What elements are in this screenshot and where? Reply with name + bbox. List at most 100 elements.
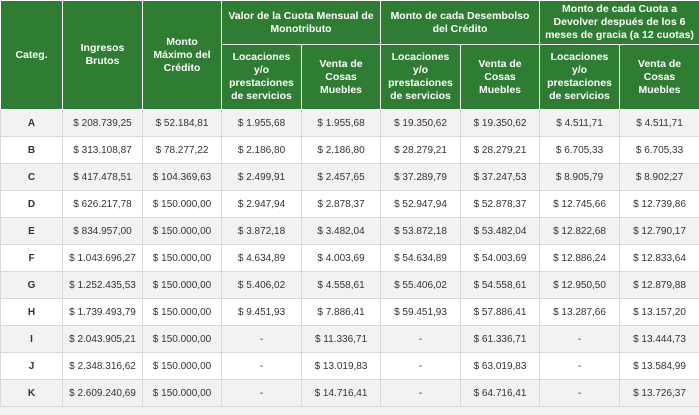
cuota-locaciones-cell: $ 9.451,93 [222,299,302,326]
desembolso-venta-cell: $ 53.482,04 [461,218,540,245]
cuota-venta-cell: $ 14.716,41 [302,380,381,407]
ingresos-cell: $ 313.108,87 [63,137,143,164]
cuota-venta-cell: $ 2.186,80 [302,137,381,164]
cuota-locaciones-cell: $ 1.955,68 [222,110,302,137]
ingresos-cell: $ 1.739.493,79 [63,299,143,326]
desembolso-venta-cell: $ 28.279,21 [461,137,540,164]
cuota-venta-cell: $ 11.336,71 [302,326,381,353]
table-row: C$ 417.478,51$ 104.369,63$ 2.499,91$ 2.4… [1,164,699,191]
table-row: K$ 2.609.240,69$ 150.000,00-$ 14.716,41-… [1,380,699,407]
category-cell: D [1,191,63,218]
monto-maximo-cell: $ 150.000,00 [143,191,222,218]
desembolso-venta-cell: $ 19.350,62 [461,110,540,137]
table-row: I$ 2.043.905,21$ 150.000,00-$ 11.336,71-… [1,326,699,353]
monto-maximo-cell: $ 150.000,00 [143,272,222,299]
table-row: B$ 313.108,87$ 78.277,22$ 2.186,80$ 2.18… [1,137,699,164]
table-row: J$ 2.348.316,62$ 150.000,00-$ 13.019,83-… [1,353,699,380]
desembolso-locaciones-cell: - [381,326,461,353]
cuota-venta-cell: $ 4.003,69 [302,245,381,272]
monto-maximo-cell: $ 150.000,00 [143,218,222,245]
cuota-locaciones-cell: $ 2.186,80 [222,137,302,164]
devolver-locaciones-cell: $ 12.886,24 [540,245,620,272]
monto-maximo-cell: $ 150.000,00 [143,326,222,353]
desembolso-locaciones-cell: - [381,380,461,407]
devolver-venta-cell: $ 4.511,71 [620,110,699,137]
devolver-venta-cell: $ 13.444,73 [620,326,699,353]
desembolso-venta-cell: $ 52.878,37 [461,191,540,218]
monto-maximo-cell: $ 150.000,00 [143,245,222,272]
table-row: F$ 1.043.696,27$ 150.000,00$ 4.634,89$ 4… [1,245,699,272]
desembolso-venta-cell: $ 37.247,53 [461,164,540,191]
devolver-locaciones-cell: - [540,326,620,353]
cuota-venta-cell: $ 2.878,37 [302,191,381,218]
devolver-venta-cell: $ 12.790,17 [620,218,699,245]
desembolso-locaciones-cell: $ 55.406,02 [381,272,461,299]
monto-maximo-cell: $ 52.184,81 [143,110,222,137]
desembolso-locaciones-cell: $ 37.289,79 [381,164,461,191]
monto-maximo-cell: $ 104.369,63 [143,164,222,191]
ingresos-cell: $ 2.348.316,62 [63,353,143,380]
header-categ: Categ. [1,1,63,110]
devolver-locaciones-cell: $ 4.511,71 [540,110,620,137]
cuota-venta-cell: $ 7.886,41 [302,299,381,326]
devolver-venta-cell: $ 8.902,27 [620,164,699,191]
devolver-venta-cell: $ 13.157,20 [620,299,699,326]
monto-maximo-cell: $ 150.000,00 [143,353,222,380]
monto-maximo-cell: $ 78.277,22 [143,137,222,164]
table-footer-strip [0,407,699,415]
table-header: Categ. Ingresos Brutos Monto Máximo del … [1,1,699,110]
category-cell: A [1,110,63,137]
devolver-venta-cell: $ 13.726,37 [620,380,699,407]
header-ingresos-brutos: Ingresos Brutos [63,1,143,110]
header-valor-cuota: Valor de la Cuota Mensual de Monotributo [222,1,381,45]
ingresos-cell: $ 2.043.905,21 [63,326,143,353]
ingresos-cell: $ 1.252.435,53 [63,272,143,299]
cuota-locaciones-cell: $ 5.406,02 [222,272,302,299]
devolver-venta-cell: $ 12.833,64 [620,245,699,272]
table-row: A$ 208.739,25$ 52.184,81$ 1.955,68$ 1.95… [1,110,699,137]
desembolso-locaciones-cell: $ 52.947,94 [381,191,461,218]
desembolso-venta-cell: $ 54.003,69 [461,245,540,272]
desembolso-locaciones-cell: $ 54.634,89 [381,245,461,272]
ingresos-cell: $ 208.739,25 [63,110,143,137]
cuota-venta-cell: $ 3.482,04 [302,218,381,245]
desembolso-locaciones-cell: $ 53.872,18 [381,218,461,245]
devolver-venta-cell: $ 12.879,88 [620,272,699,299]
subheader-locaciones: Locaciones y/o prestaciones de servicios [381,45,461,110]
category-cell: B [1,137,63,164]
desembolso-venta-cell: $ 64.716,41 [461,380,540,407]
devolver-venta-cell: $ 6.705,33 [620,137,699,164]
devolver-locaciones-cell: $ 6.705,33 [540,137,620,164]
category-cell: H [1,299,63,326]
subheader-venta: Venta de Cosas Muebles [620,45,699,110]
desembolso-locaciones-cell: $ 59.451,93 [381,299,461,326]
cuota-locaciones-cell: $ 3.872,18 [222,218,302,245]
cuota-venta-cell: $ 4.558,61 [302,272,381,299]
desembolso-locaciones-cell: $ 28.279,21 [381,137,461,164]
category-cell: I [1,326,63,353]
subheader-venta: Venta de Cosas Muebles [302,45,381,110]
cuota-locaciones-cell: - [222,380,302,407]
cuota-locaciones-cell: - [222,353,302,380]
cuota-venta-cell: $ 2.457,65 [302,164,381,191]
desembolso-locaciones-cell: $ 19.350,62 [381,110,461,137]
devolver-venta-cell: $ 12.739,86 [620,191,699,218]
devolver-venta-cell: $ 13.584,99 [620,353,699,380]
cuota-locaciones-cell: - [222,326,302,353]
cuota-venta-cell: $ 1.955,68 [302,110,381,137]
cuota-venta-cell: $ 13.019,83 [302,353,381,380]
ingresos-cell: $ 2.609.240,69 [63,380,143,407]
table-row: G$ 1.252.435,53$ 150.000,00$ 5.406,02$ 4… [1,272,699,299]
desembolso-locaciones-cell: - [381,353,461,380]
table-row: H$ 1.739.493,79$ 150.000,00$ 9.451,93$ 7… [1,299,699,326]
category-cell: C [1,164,63,191]
subheader-locaciones: Locaciones y/o prestaciones de servicios [540,45,620,110]
desembolso-venta-cell: $ 57.886,41 [461,299,540,326]
devolver-locaciones-cell: $ 12.950,50 [540,272,620,299]
devolver-locaciones-cell: $ 13.287,66 [540,299,620,326]
monto-maximo-cell: $ 150.000,00 [143,299,222,326]
desembolso-venta-cell: $ 54.558,61 [461,272,540,299]
table-body: A$ 208.739,25$ 52.184,81$ 1.955,68$ 1.95… [1,110,699,407]
cuota-locaciones-cell: $ 2.499,91 [222,164,302,191]
